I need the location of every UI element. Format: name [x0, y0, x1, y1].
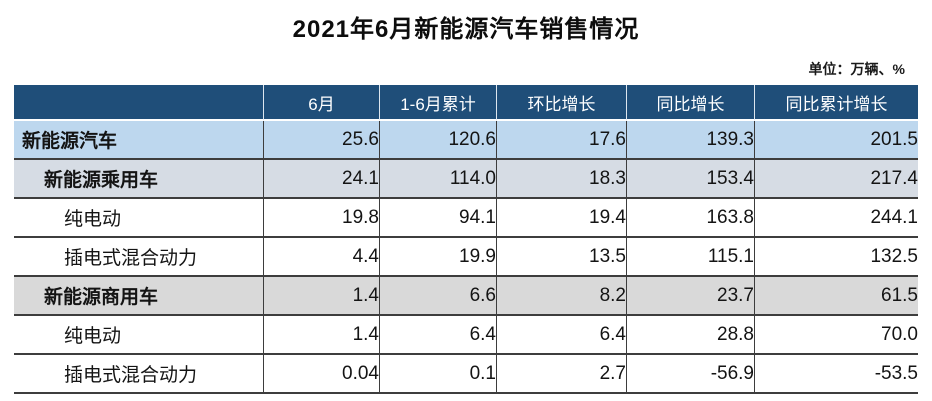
row-label: 新能源乘用车: [14, 160, 263, 199]
table-header-row: 6月 1-6月累计 环比增长 同比增长 同比累计增长: [14, 85, 918, 121]
cell-value: 18.3: [496, 160, 626, 199]
cell-value: 0.1: [379, 355, 496, 394]
cell-value: 17.6: [496, 121, 626, 160]
unit-note: 单位：万辆、%: [808, 61, 905, 77]
table-row-commercial-bev: 纯电动 1.4 6.4 6.4 28.8 70.0: [14, 316, 918, 355]
cell-value: 23.7: [626, 277, 754, 316]
cell-value: 70.0: [754, 316, 918, 355]
cell-value: 139.3: [626, 121, 754, 160]
page-title: 2021年6月新能源汽车销售情况: [292, 16, 640, 43]
cell-value: 25.6: [263, 121, 379, 160]
column-header-yoy-cumulative-growth: 同比累计增长: [754, 85, 918, 121]
cell-value: 163.8: [626, 199, 754, 238]
row-label: 纯电动: [14, 199, 263, 238]
column-header-cumulative: 1-6月累计: [379, 85, 496, 121]
column-header-blank: [14, 85, 263, 121]
cell-value: 6.4: [496, 316, 626, 355]
cell-value: 120.6: [379, 121, 496, 160]
cell-value: 1.4: [263, 316, 379, 355]
cell-value: 61.5: [754, 277, 918, 316]
column-header-mom-growth: 环比增长: [496, 85, 626, 121]
cell-value: 114.0: [379, 160, 496, 199]
cell-value: 19.8: [263, 199, 379, 238]
cell-value: -53.5: [754, 355, 918, 394]
column-header-june: 6月: [263, 85, 379, 121]
cell-value: 8.2: [496, 277, 626, 316]
row-label: 纯电动: [14, 316, 263, 355]
cell-value: 6.6: [379, 277, 496, 316]
cell-value: 24.1: [263, 160, 379, 199]
cell-value: 201.5: [754, 121, 918, 160]
table-row-commercial-phev: 插电式混合动力 0.04 0.1 2.7 -56.9 -53.5: [14, 355, 918, 394]
cell-value: 244.1: [754, 199, 918, 238]
nev-sales-table: 6月 1-6月累计 环比增长 同比增长 同比累计增长 新能源汽车 25.6 12…: [14, 85, 918, 394]
table-row-nev-total: 新能源汽车 25.6 120.6 17.6 139.3 201.5: [14, 121, 918, 160]
cell-value: 94.1: [379, 199, 496, 238]
cell-value: 132.5: [754, 238, 918, 277]
row-label: 插电式混合动力: [14, 238, 263, 277]
table-row-passenger: 新能源乘用车 24.1 114.0 18.3 153.4 217.4: [14, 160, 918, 199]
cell-value: 19.4: [496, 199, 626, 238]
cell-value: 28.8: [626, 316, 754, 355]
cell-value: 115.1: [626, 238, 754, 277]
cell-value: 0.04: [263, 355, 379, 394]
cell-value: 153.4: [626, 160, 754, 199]
column-header-yoy-growth: 同比增长: [626, 85, 754, 121]
cell-value: 4.4: [263, 238, 379, 277]
table-row-commercial: 新能源商用车 1.4 6.6 8.2 23.7 61.5: [14, 277, 918, 316]
cell-value: 19.9: [379, 238, 496, 277]
row-label: 新能源商用车: [14, 277, 263, 316]
row-label: 插电式混合动力: [14, 355, 263, 394]
cell-value: 217.4: [754, 160, 918, 199]
cell-value: 1.4: [263, 277, 379, 316]
cell-value: -56.9: [626, 355, 754, 394]
row-label: 新能源汽车: [14, 121, 263, 160]
table-row-passenger-phev: 插电式混合动力 4.4 19.9 13.5 115.1 132.5: [14, 238, 918, 277]
cell-value: 2.7: [496, 355, 626, 394]
cell-value: 13.5: [496, 238, 626, 277]
cell-value: 6.4: [379, 316, 496, 355]
table-row-passenger-bev: 纯电动 19.8 94.1 19.4 163.8 244.1: [14, 199, 918, 238]
